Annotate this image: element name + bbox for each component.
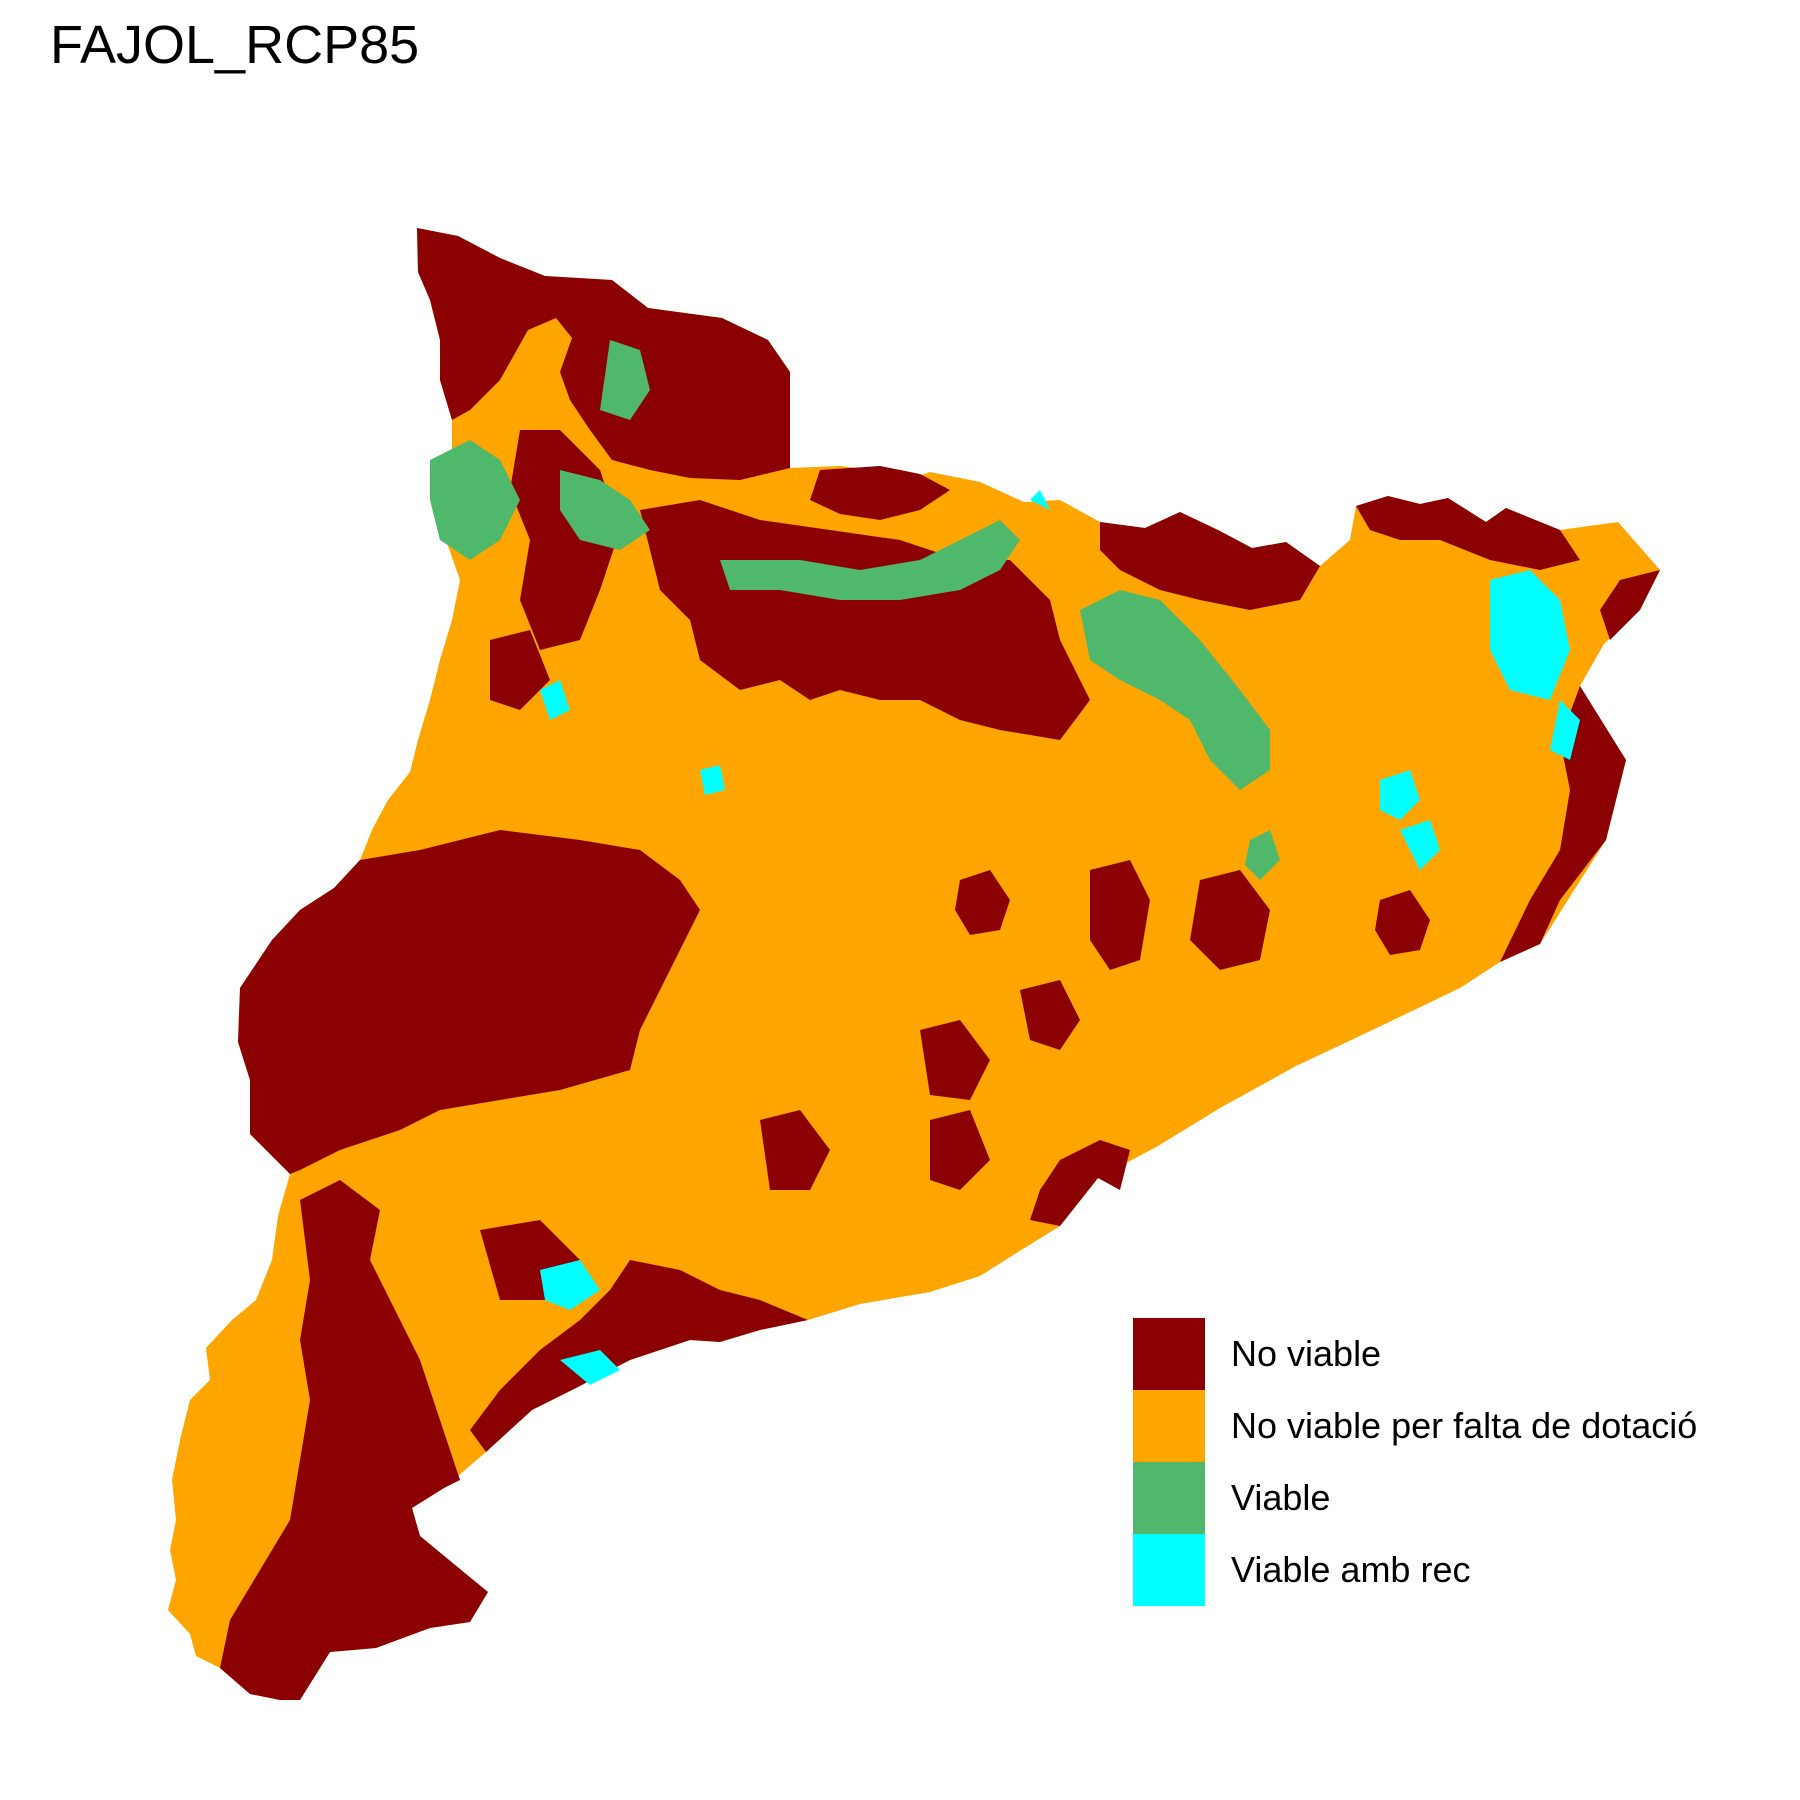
legend-item-no-viable-per-falta-de-dotacio: No viable per falta de dotació [1133, 1390, 1697, 1462]
legend-item-viable: Viable [1133, 1462, 1697, 1534]
legend-label-viable-amb-rec: Viable amb rec [1231, 1549, 1471, 1590]
legend-swatch-viable [1133, 1462, 1205, 1534]
legend-label-no-viable: No viable [1231, 1333, 1382, 1374]
viable-amb-rec-regions [540, 490, 1580, 1385]
no-viable-regions [220, 228, 1660, 1700]
viable-regions [430, 340, 1280, 880]
legend-swatch-viable-amb-rec [1133, 1534, 1205, 1606]
legend: No viable No viable per falta de dotació… [1133, 1318, 1697, 1606]
map-title: FAJOL_RCP85 [50, 15, 420, 75]
legend-label-no-viable-per-falta-de-dotacio: No viable per falta de dotació [1231, 1405, 1698, 1446]
legend-label-viable: Viable [1231, 1477, 1331, 1518]
legend-item-no-viable: No viable [1133, 1318, 1697, 1390]
legend-item-viable-amb-rec: Viable amb rec [1133, 1534, 1697, 1606]
legend-swatch-no-viable [1133, 1318, 1205, 1390]
legend-swatch-no-viable-per-falta-de-dotacio [1133, 1390, 1205, 1462]
